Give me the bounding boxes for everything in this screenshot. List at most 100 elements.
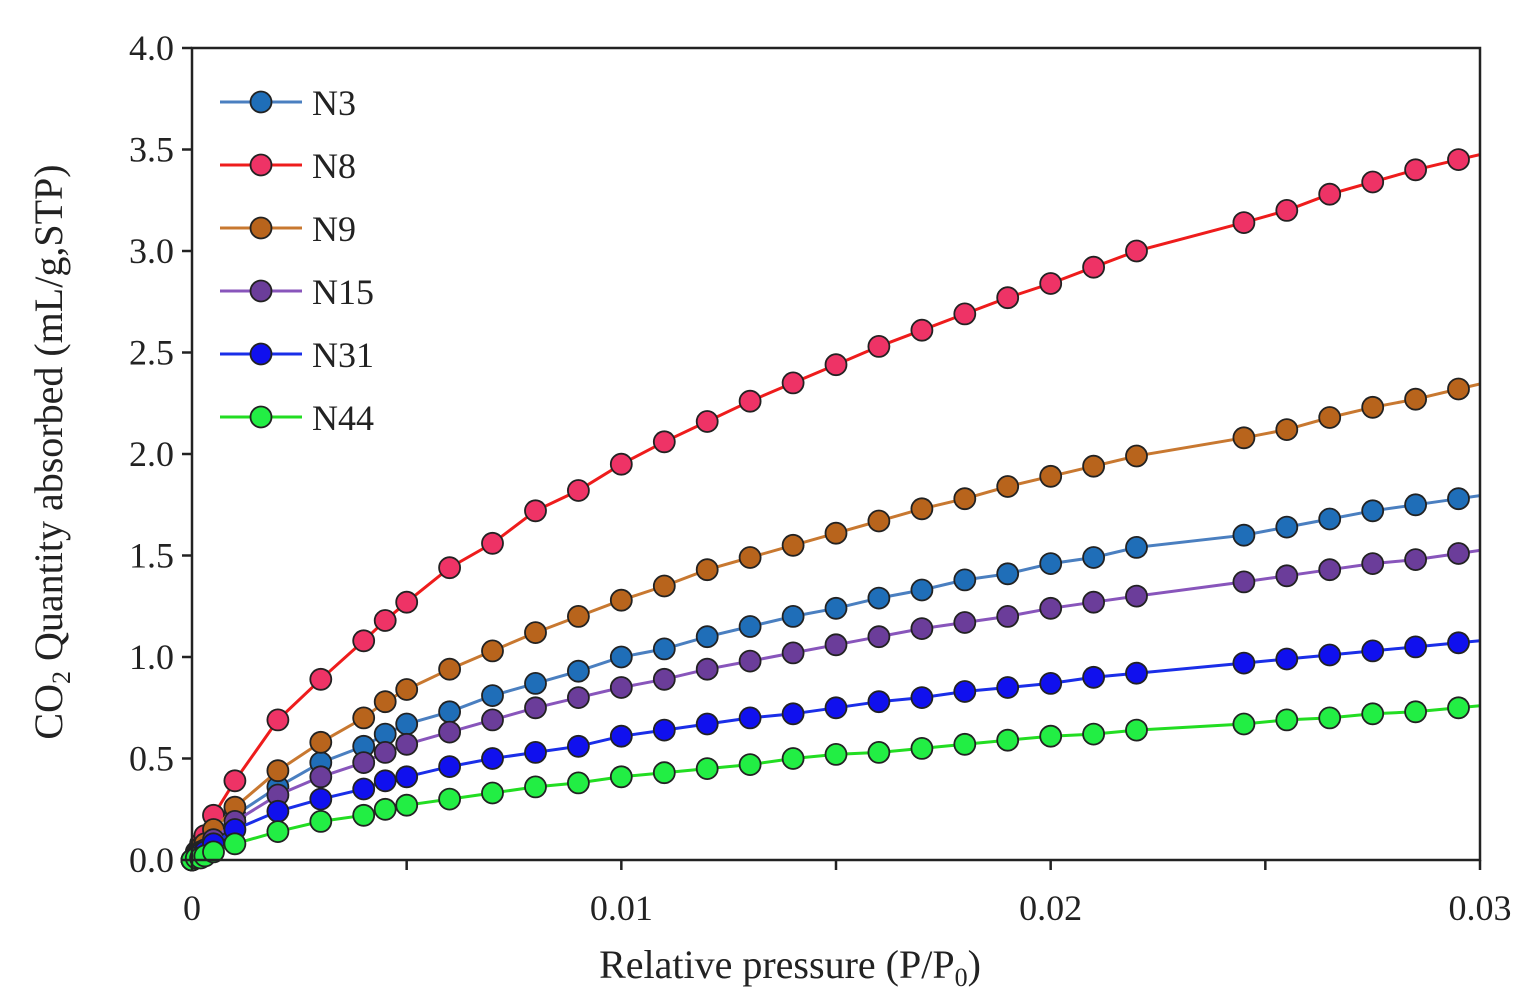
data-point-n15 [738,649,762,673]
data-point-n9 [524,621,547,644]
data-point-n15 [1361,552,1385,575]
data-point-n3 [1361,499,1385,523]
y-tick-label: 3.0 [129,231,174,271]
data-point-n8 [1318,182,1342,206]
data-point-n9 [309,730,333,754]
legend-marker [249,405,273,429]
data-point-n31 [1447,631,1470,655]
y-tick-label: 3.5 [129,130,174,170]
data-point-n9 [910,497,934,521]
data-point-n15 [1447,542,1470,565]
data-point-n31 [309,787,333,811]
data-point-n9 [1039,464,1063,488]
data-point-n44 [481,781,504,805]
data-point-n3 [481,684,504,707]
series-n44 [180,696,1480,872]
data-point-n44 [266,820,290,843]
y-tick-label: 0.5 [129,739,174,779]
data-point-n3 [567,659,590,683]
data-point-n44 [567,771,590,795]
data-point-n9 [1232,426,1256,450]
data-point-n15 [1082,590,1105,614]
data-point-n31 [1082,665,1105,689]
data-point-n31 [1125,661,1148,685]
data-point-n31 [395,765,419,789]
data-point-n44 [609,765,633,789]
data-point-n15 [1275,564,1299,588]
data-point-n9 [824,521,848,545]
data-point-n44 [438,787,462,811]
data-point-n8 [910,318,934,342]
legend-marker [249,90,273,114]
data-point-n44 [352,803,376,827]
data-point-n8 [652,430,676,454]
data-point-n15 [395,732,419,756]
data-point-n3 [609,645,633,669]
data-point-n9 [781,533,805,557]
data-point-n3 [781,605,805,628]
data-point-n44 [223,832,247,856]
y-tick-label: 1.5 [129,536,174,576]
legend-item-n3: N3 [220,83,356,123]
data-point-n44 [867,741,891,764]
data-point-n9 [1404,387,1427,411]
data-point-n8 [695,410,719,433]
legend-label: N8 [312,146,356,186]
data-point-n15 [609,676,633,699]
data-point-n9 [481,639,504,663]
data-point-n3 [524,672,547,695]
y-tick-label: 1.0 [129,637,174,677]
data-point-n9 [652,574,676,598]
data-point-n15 [910,617,934,640]
data-point-n44 [996,728,1020,752]
legend-item-n31: N31 [220,335,374,375]
data-point-n3 [395,712,419,736]
legend-label: N31 [312,335,374,375]
data-point-n8 [867,334,891,358]
x-tick-label: 0 [183,888,201,928]
x-tick-label: 0.03 [1449,888,1512,928]
data-point-n9 [695,558,719,582]
data-point-n9 [352,706,376,730]
data-point-n9 [395,678,419,701]
data-point-n8 [609,452,633,476]
data-point-n9 [996,475,1020,498]
data-point-n44 [309,810,333,833]
data-point-n8 [953,302,977,326]
data-point-n8 [373,609,397,632]
data-point-n3 [910,578,934,602]
data-point-n15 [1039,596,1063,620]
data-point-n9 [1082,454,1105,478]
data-point-n31 [266,799,290,823]
data-point-n3 [1275,515,1299,539]
data-point-n44 [1039,724,1063,748]
legend-item-n8: N8 [220,146,356,186]
data-point-n9 [567,605,590,628]
data-point-n44 [695,757,719,780]
data-point-n8 [567,479,590,502]
data-point-n31 [609,724,633,748]
data-point-n44 [1361,702,1385,726]
data-point-n3 [1447,487,1470,511]
data-point-n8 [1039,272,1063,295]
data-point-n3 [1082,546,1105,569]
data-point-n31 [867,690,891,714]
data-point-n31 [481,747,504,770]
data-point-n44 [202,840,225,864]
data-point-n31 [1318,643,1342,667]
x-axis-title: Relative pressure (P/P0) [599,942,981,992]
data-point-n31 [524,741,547,764]
data-point-n44 [524,775,547,799]
data-point-n15 [695,657,719,681]
data-point-n31 [373,769,397,793]
data-point-n44 [1447,696,1470,720]
x-tick-label: 0.01 [590,888,653,928]
data-point-n3 [695,625,719,649]
data-point-n9 [609,588,633,612]
data-point-n3 [738,615,762,638]
data-point-n31 [910,686,934,709]
data-point-n3 [1039,552,1063,575]
data-point-n44 [395,793,419,817]
data-point-n8 [481,531,504,555]
